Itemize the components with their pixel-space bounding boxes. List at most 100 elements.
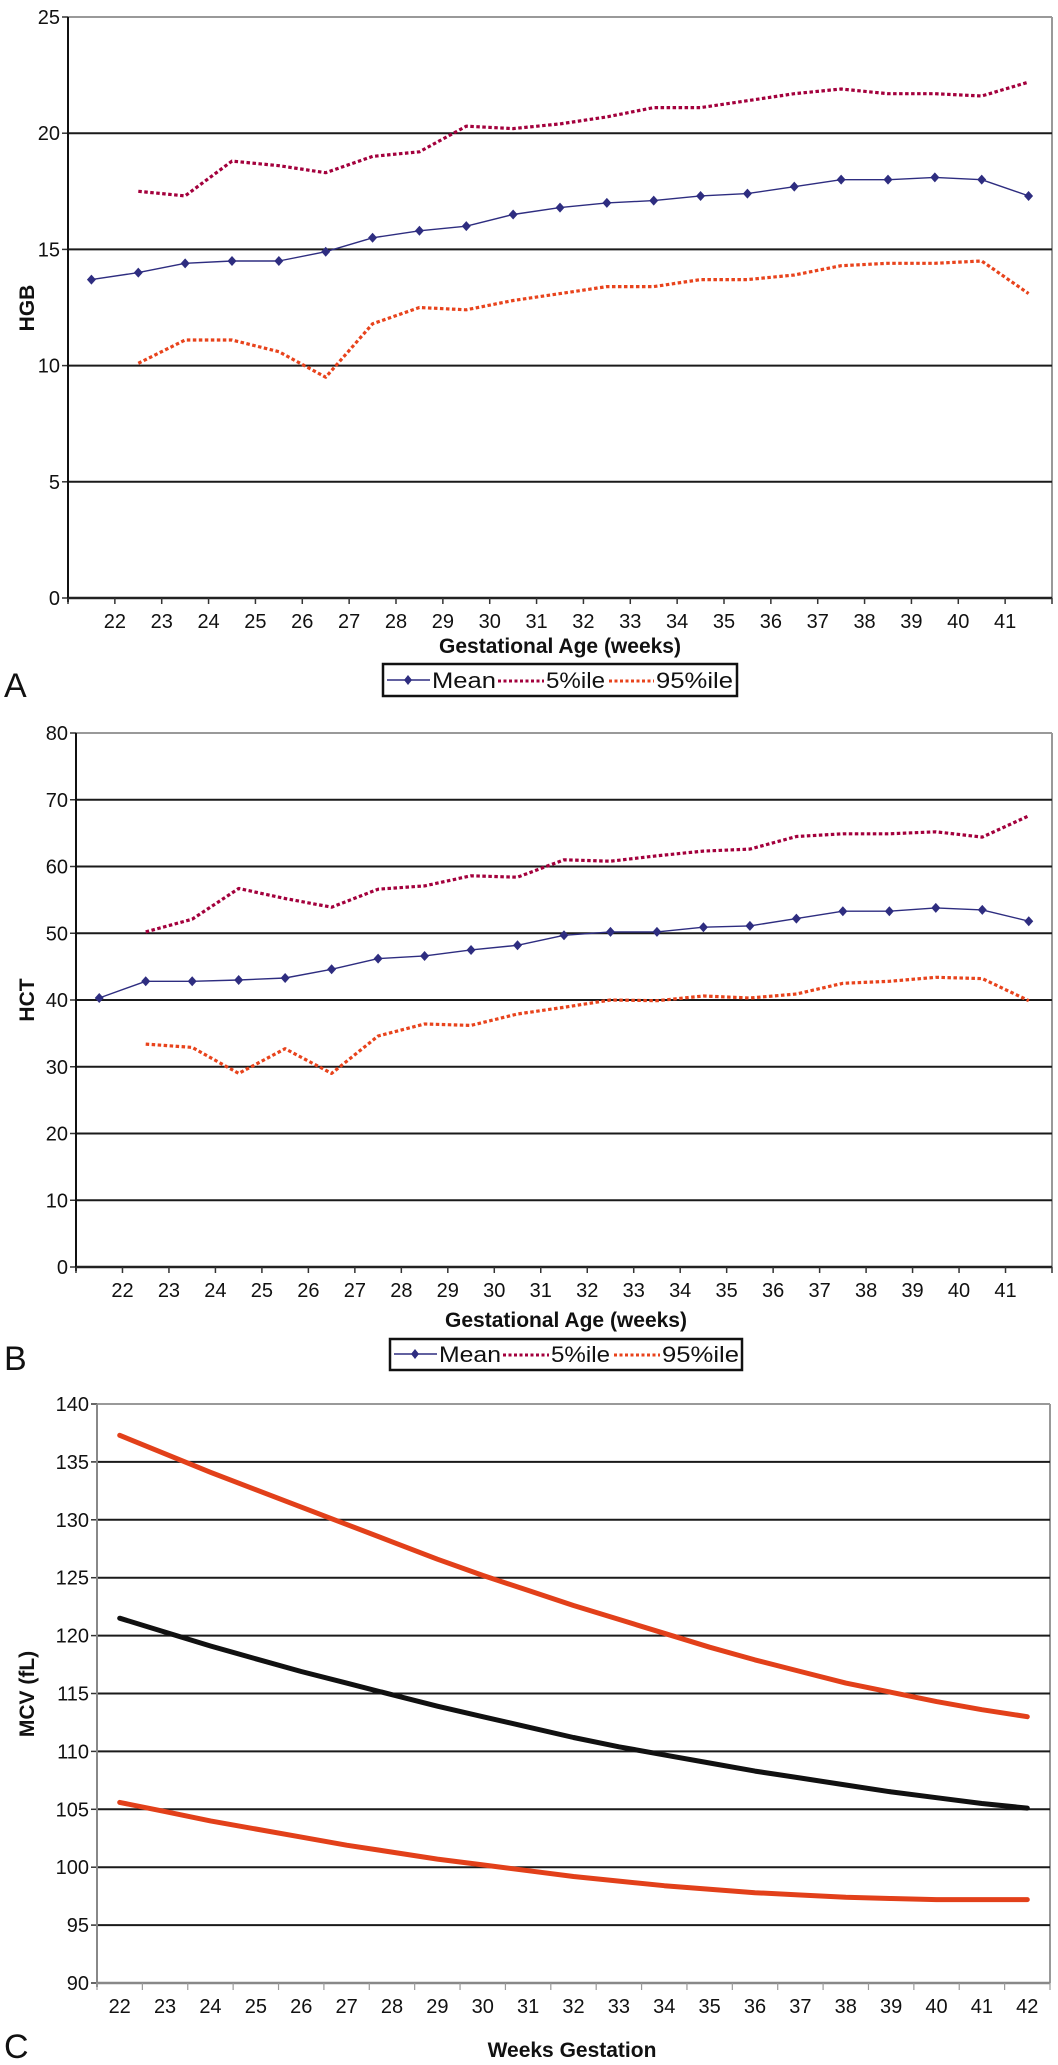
data-point (513, 940, 523, 951)
y-tick-label: 135 (56, 1452, 89, 1474)
x-tick-label: 23 (154, 1996, 176, 2018)
x-tick-label: 23 (158, 1280, 180, 1302)
y-tick-label: 30 (46, 1057, 68, 1079)
x-tick-label: 40 (947, 611, 969, 633)
x-tick-label: 34 (653, 1996, 675, 2018)
x-tick-label: 39 (900, 611, 922, 633)
x-tick-label: 29 (432, 611, 454, 633)
x-tick-label: 29 (426, 1996, 448, 2018)
series-mean (94, 902, 1034, 1003)
panel-label-a: A (4, 667, 27, 705)
x-tick-label: 32 (576, 1280, 598, 1302)
legend-5pct-label: 5%ile (546, 668, 605, 693)
y-tick-label: 110 (57, 1741, 89, 1763)
x-tick-label: 34 (666, 611, 688, 633)
x-tick-label: 37 (789, 1996, 811, 2018)
data-point (555, 202, 565, 213)
x-tick-label: 22 (104, 611, 126, 633)
data-point (321, 246, 331, 257)
x-tick-label: 33 (619, 611, 641, 633)
x-tick-label: 27 (338, 611, 360, 633)
data-point (133, 267, 143, 278)
x-tick-label: 32 (562, 1996, 584, 2018)
x-tick-label: 36 (744, 1996, 766, 2018)
y-tick-label: 115 (57, 1684, 89, 1706)
x-tick-label: 26 (297, 1280, 319, 1302)
series-series-1 (117, 1615, 1030, 1811)
hct-chart: 0 10 20 30 40 50 60 70 80 22 23 24 25 26 27 28 29 30 31 32 3… (46, 723, 1053, 1302)
data-point (836, 174, 846, 185)
data-point (94, 992, 104, 1003)
data-point (930, 172, 940, 183)
data-point (227, 256, 237, 267)
data-point (327, 964, 337, 975)
series-95-ile (145, 975, 1030, 1076)
series-line-5-ile (145, 814, 1030, 934)
y-tick-label: 100 (56, 1857, 89, 1879)
y-tick-label: 95 (67, 1915, 89, 1937)
legend-95pct-label: 95%ile (662, 1342, 739, 1367)
x-tick-label: 38 (835, 1996, 857, 2018)
x-tick-label: 38 (855, 1280, 877, 1302)
y-tick-label: 70 (46, 790, 68, 812)
data-point (420, 950, 430, 961)
data-point (508, 209, 518, 220)
data-point (789, 181, 799, 192)
data-point (838, 906, 848, 917)
legend-box (388, 1337, 744, 1372)
y-tick-label: 5 (49, 472, 60, 494)
x-tick-label: 24 (204, 1280, 226, 1302)
hct-legend: Mean 5%ile 95%ile (388, 1337, 744, 1372)
x-tick-label: 33 (623, 1280, 645, 1302)
data-point (652, 926, 662, 937)
data-point (696, 190, 706, 201)
series-line-series-0 (117, 1432, 1030, 1720)
y-tick-label: 130 (56, 1510, 89, 1532)
x-tick-label: 22 (111, 1280, 133, 1302)
x-tick-label: 39 (901, 1280, 923, 1302)
x-tick-label: 34 (669, 1280, 691, 1302)
series-line-95-ile (145, 975, 1030, 1076)
data-point (280, 972, 290, 983)
x-tick-label: 31 (530, 1280, 552, 1302)
series-95-ile (137, 259, 1030, 379)
hgb-x-axis-title: Gestational Age (weeks) (439, 635, 681, 658)
data-point (86, 274, 96, 285)
hct-y-axis-title: HCT (16, 978, 39, 1021)
x-tick-label: 23 (151, 611, 173, 633)
x-tick-label: 35 (699, 1996, 721, 2018)
data-point (791, 913, 801, 924)
data-point (414, 225, 424, 236)
x-tick-label: 41 (994, 1280, 1016, 1302)
legend-mean-diamond-icon (404, 675, 412, 685)
data-point (559, 930, 569, 941)
x-tick-label: 25 (251, 1280, 273, 1302)
x-tick-label: 31 (525, 611, 547, 633)
y-tick-label: 90 (67, 1973, 89, 1995)
hgb-y-axis-title: HGB (16, 285, 39, 332)
x-tick-label: 35 (716, 1280, 738, 1302)
series-series-0 (117, 1432, 1030, 1720)
x-tick-label: 35 (713, 611, 735, 633)
y-tick-label: 40 (46, 990, 68, 1012)
legend-5pct-label: 5%ile (551, 1342, 610, 1367)
y-tick-label: 120 (56, 1626, 89, 1648)
series-series-2 (117, 1799, 1030, 1903)
x-tick-label: 42 (1016, 1996, 1038, 2018)
x-tick-label: 26 (291, 611, 313, 633)
panel-label-b: B (4, 1340, 27, 1378)
y-tick-label: 10 (38, 356, 60, 378)
x-tick-label: 28 (381, 1996, 403, 2018)
y-tick-label: 105 (56, 1799, 89, 1821)
x-tick-label: 40 (925, 1996, 947, 2018)
x-tick-label: 36 (760, 611, 782, 633)
x-tick-label: 30 (472, 1996, 494, 2018)
x-tick-label: 30 (483, 1280, 505, 1302)
data-point (234, 974, 244, 985)
mcv-x-axis-title: Weeks Gestation (488, 2039, 657, 2062)
x-tick-label: 41 (994, 611, 1016, 633)
legend-mean-diamond-icon (411, 1349, 419, 1359)
y-tick-label: 10 (46, 1190, 68, 1212)
hgb-chart: 0 5 10 15 20 25 22 23 24 25 26 27 28 29 30 31 32 33 34 35 36… (38, 7, 1053, 633)
data-point (187, 976, 197, 987)
